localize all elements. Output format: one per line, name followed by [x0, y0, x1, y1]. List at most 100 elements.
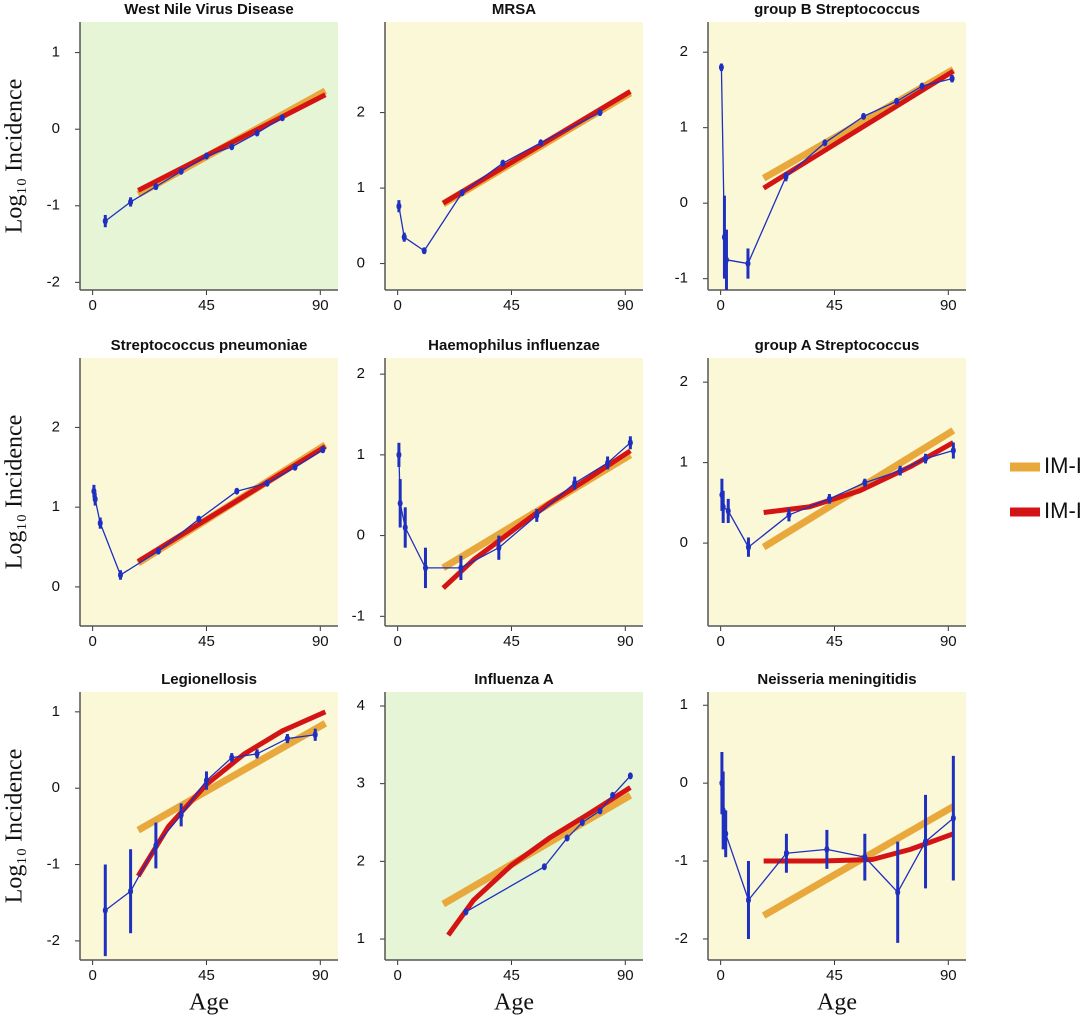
plot-background [385, 692, 643, 960]
x-tick-label: 90 [617, 967, 634, 984]
data-point [923, 455, 929, 463]
data-point [627, 439, 633, 447]
y-tick-label: 0 [52, 120, 60, 137]
y-tick-label: 0 [680, 534, 688, 551]
data-point [284, 735, 290, 743]
data-point [627, 772, 633, 780]
chart-title: West Nile Virus Disease [124, 1, 294, 18]
data-point [538, 139, 544, 147]
data-point [919, 82, 925, 90]
y-axis-label: Log₁₀ Incidence [2, 749, 28, 904]
y-axis-label: Log₁₀ Incidence [2, 415, 28, 570]
data-point [895, 888, 901, 896]
y-tick-label: 2 [52, 418, 60, 435]
x-tick-label: 0 [716, 633, 724, 650]
x-tick-label: 45 [503, 633, 520, 650]
data-point [949, 75, 955, 83]
y-tick-label: 2 [357, 104, 365, 121]
y-tick-label: -2 [675, 930, 688, 947]
x-tick-label: 90 [940, 297, 957, 314]
data-point [862, 853, 868, 861]
data-point [572, 479, 578, 487]
data-point [745, 260, 751, 268]
data-point [725, 507, 731, 515]
data-point [718, 63, 724, 71]
data-point [397, 499, 403, 507]
plot-background [708, 358, 966, 626]
y-tick-label: -1 [675, 270, 688, 287]
chart-title: Legionellosis [161, 671, 257, 688]
data-point [541, 863, 547, 871]
data-point [459, 189, 465, 197]
data-point [605, 459, 611, 467]
x-tick-label: 0 [88, 967, 96, 984]
y-tick-label: 1 [52, 44, 60, 61]
data-point [292, 463, 298, 471]
y-tick-label: 2 [357, 365, 365, 382]
data-point [950, 447, 956, 455]
plot-background [708, 22, 966, 290]
y-axis-label: Log₁₀ Incidence [2, 79, 28, 234]
y-tick-label: -2 [47, 273, 60, 290]
y-tick-label: 1 [357, 930, 365, 947]
fit-line [137, 92, 327, 193]
data-point [396, 202, 402, 210]
legend-label: IM-I [1044, 453, 1080, 478]
y-tick-label: -1 [352, 607, 365, 624]
data-point [723, 830, 729, 838]
data-point [422, 564, 428, 572]
data-point [500, 159, 506, 167]
data-point [783, 173, 789, 181]
data-point [564, 834, 570, 842]
data-point [894, 97, 900, 105]
y-tick-label: 1 [357, 179, 365, 196]
data-point [203, 777, 209, 785]
data-point [783, 849, 789, 857]
y-tick-label: 0 [52, 578, 60, 595]
data-point [579, 819, 585, 827]
x-tick-label: 90 [617, 633, 634, 650]
chart-title: MRSA [492, 1, 536, 18]
y-tick-label: 1 [680, 454, 688, 471]
y-tick-label: 2 [357, 852, 365, 869]
data-point [610, 791, 616, 799]
data-point [196, 515, 202, 523]
y-tick-label: -2 [47, 932, 60, 949]
data-point [102, 217, 108, 225]
data-point [826, 495, 832, 503]
chart-title: Influenza A [474, 671, 554, 688]
x-tick-label: 90 [940, 633, 957, 650]
y-tick-label: -1 [47, 856, 60, 873]
data-point [178, 811, 184, 819]
data-point [153, 841, 159, 849]
data-point [229, 754, 235, 762]
x-tick-label: 90 [312, 633, 329, 650]
plot-background [80, 358, 338, 626]
x-axis-label: Age [494, 990, 534, 1016]
data-point [923, 838, 929, 846]
y-tick-label: 4 [357, 697, 365, 714]
plot-background [385, 358, 643, 626]
chart-title: Streptococcus pneumoniae [111, 337, 308, 354]
data-point [254, 129, 260, 137]
y-tick-label: 1 [680, 119, 688, 136]
y-tick-label: 1 [52, 498, 60, 515]
data-point [720, 503, 726, 511]
data-point [786, 511, 792, 519]
x-tick-label: 90 [940, 967, 957, 984]
data-point [153, 183, 159, 191]
legend-label: IM-II [1044, 498, 1080, 523]
x-tick-label: 0 [88, 633, 96, 650]
y-tick-label: 0 [680, 774, 688, 791]
data-point [264, 479, 270, 487]
y-tick-label: 0 [357, 255, 365, 272]
y-tick-label: 3 [357, 775, 365, 792]
x-axis-label: Age [817, 990, 857, 1016]
x-tick-label: 0 [716, 967, 724, 984]
data-point [128, 198, 134, 206]
x-axis-label: Age [189, 990, 229, 1016]
fit-line [136, 709, 327, 878]
x-tick-label: 90 [617, 297, 634, 314]
data-line [398, 442, 631, 569]
data-point [128, 887, 134, 895]
